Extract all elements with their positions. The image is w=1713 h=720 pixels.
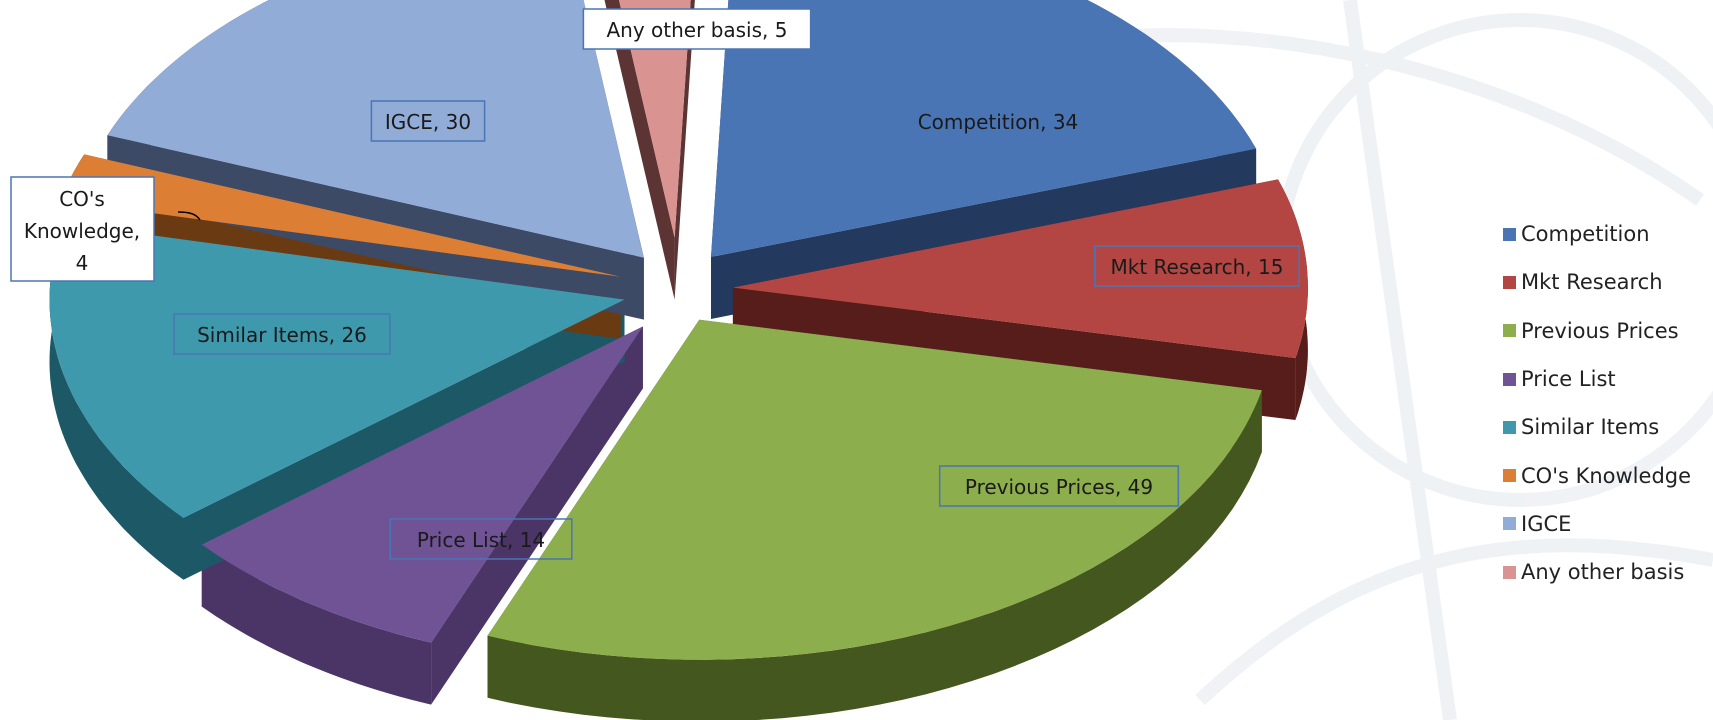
legend-label: Price List — [1521, 367, 1616, 392]
pie-slice-side — [487, 390, 1262, 720]
legend-label: Competition — [1521, 222, 1650, 247]
legend-label: Previous Prices — [1521, 318, 1679, 343]
pie-slice[interactable] — [107, 0, 644, 258]
data-label: Mkt Research, 15 — [1111, 255, 1284, 279]
legend-item[interactable]: Competition — [1503, 210, 1708, 258]
legend-item[interactable]: Similar Items — [1503, 403, 1708, 451]
legend-label: Any other basis — [1521, 560, 1685, 585]
legend-item[interactable]: IGCE — [1503, 500, 1708, 548]
leader-line — [177, 211, 201, 221]
legend-item[interactable]: Previous Prices — [1503, 307, 1708, 355]
legend-label: Similar Items — [1521, 415, 1660, 440]
legend-label: IGCE — [1521, 511, 1572, 536]
legend-swatch — [1503, 227, 1516, 241]
legend: Competition Mkt Research Previous Prices… — [1503, 210, 1708, 596]
pie-slice-wall — [674, 0, 695, 300]
pie-slice-tops — [49, 0, 1308, 660]
data-label-box — [938, 465, 1180, 507]
data-label-box — [1094, 245, 1300, 287]
data-label-box — [900, 100, 1096, 142]
data-label-box — [10, 176, 155, 282]
data-label-box — [389, 518, 573, 560]
legend-label: Mkt Research — [1521, 270, 1663, 295]
legend-swatch — [1503, 565, 1516, 579]
data-label-box — [173, 313, 391, 355]
legend-swatch — [1503, 517, 1516, 531]
legend-swatch — [1503, 275, 1516, 289]
data-label: IGCE, 30 — [385, 110, 471, 134]
pie-slice[interactable] — [49, 223, 625, 518]
pie-slice[interactable] — [711, 0, 1257, 257]
legend-swatch — [1503, 420, 1516, 434]
data-label-box — [582, 8, 812, 50]
data-label: CO's Knowledge, 4 — [24, 187, 140, 275]
pie-slice[interactable] — [732, 179, 1308, 358]
legend-item[interactable]: Mkt Research — [1503, 258, 1708, 306]
data-label: Price List, 14 — [417, 528, 545, 552]
pie-slice[interactable] — [487, 319, 1262, 660]
data-label-box — [370, 100, 486, 142]
pie-slice[interactable] — [60, 154, 621, 277]
data-label: Any other basis, 5 — [607, 18, 788, 42]
legend-label: CO's Knowledge — [1521, 463, 1692, 488]
data-labels: Competition, 34 Mkt Research, 15 Previous … — [10, 8, 1300, 560]
pie-slice[interactable] — [201, 326, 643, 643]
data-label: Similar Items, 26 — [197, 323, 367, 347]
data-label: Previous Prices, 49 — [965, 475, 1153, 499]
legend-swatch — [1503, 372, 1516, 386]
data-label: Competition, 34 — [918, 110, 1079, 134]
legend-swatch — [1503, 324, 1516, 338]
pie-slice-side — [201, 544, 432, 705]
legend-swatch — [1503, 469, 1516, 483]
pie-slice[interactable] — [596, 0, 698, 238]
legend-item[interactable]: CO's Knowledge — [1503, 451, 1708, 499]
legend-item[interactable]: Any other basis — [1503, 548, 1708, 596]
pie-slice-wall — [431, 326, 643, 705]
legend-item[interactable]: Price List — [1503, 355, 1708, 403]
